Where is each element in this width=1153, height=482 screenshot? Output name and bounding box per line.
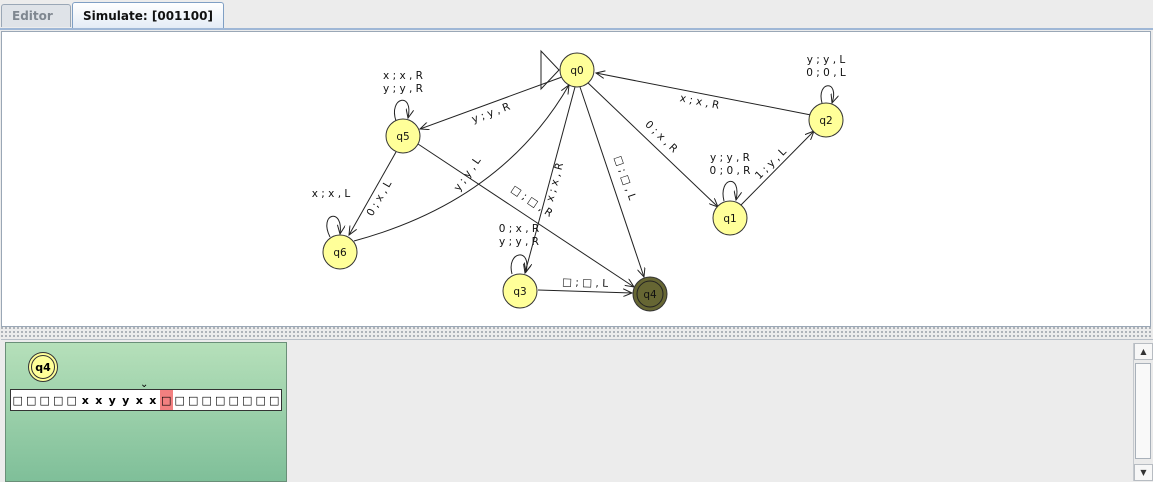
configuration-card[interactable]: q4 ⌄ □ □ □ □ □ x x y y x x □ □ □ □ □ □ □ □ □	[5, 342, 287, 482]
simulation-panel: q4 ⌄ □ □ □ □ □ x x y y x x □ □ □ □ □ □ □ □ □	[1, 339, 1153, 482]
state-q3-label: q3	[513, 286, 526, 298]
tape-cell: x	[81, 393, 89, 407]
loop-q2[interactable]	[820, 85, 834, 103]
state-q0[interactable]	[559, 52, 595, 88]
label-q6-loop: x ; x , L	[312, 188, 351, 200]
label-q5-loop-2: y ; y , R	[383, 83, 423, 95]
tape-cell: □	[242, 393, 253, 407]
state-q6-label: q6	[333, 247, 347, 259]
label-q2-loop-1: y ; y , L	[807, 54, 846, 66]
tape-cell: x	[95, 393, 103, 407]
tab-simulate[interactable]: Simulate: [001100]	[72, 2, 224, 28]
state-q0-label: q0	[570, 65, 583, 77]
edge-q0-q1[interactable]	[585, 80, 718, 207]
state-q6[interactable]	[322, 234, 358, 270]
label-q0-q4: □ ; □ , L	[612, 154, 638, 201]
label-q3-q4: □ ; □ , L	[562, 276, 608, 290]
tape-cell: □	[39, 393, 50, 407]
tape-cell: □	[269, 393, 280, 407]
label-q0-q3: x ; x , R	[544, 161, 566, 203]
label-q0-q5: y ; y , R	[470, 101, 512, 126]
loop-q6[interactable]	[326, 215, 341, 238]
tape-cell: □	[174, 393, 185, 407]
edge-q5-q4[interactable]	[417, 143, 634, 287]
state-q2[interactable]	[808, 102, 844, 138]
label-q3-loop-1: 0 ; x , R	[499, 223, 539, 235]
loop-q3[interactable]	[510, 254, 527, 275]
edge-q2-q0[interactable]	[596, 73, 812, 116]
state-q4-label: q4	[643, 289, 657, 301]
edge-q0-q4[interactable]	[579, 86, 644, 277]
state-q4[interactable]	[632, 276, 668, 312]
tape-cell: x	[149, 393, 157, 407]
label-q5-loop-1: x ; x , R	[383, 70, 423, 82]
scroll-down-icon[interactable]: ▼	[1134, 464, 1153, 481]
tab-editor[interactable]: Editor	[1, 4, 71, 27]
state-q5-label: q5	[396, 131, 409, 143]
diagram-canvas[interactable]: x ; x , R y ; y , R y ; y , L 0 ; 0 , L …	[1, 31, 1151, 327]
tab-bar: Editor Simulate: [001100]	[0, 0, 1153, 30]
edge-q5-q6[interactable]	[349, 151, 397, 235]
vertical-scrollbar[interactable]: ▲ ▼	[1133, 343, 1153, 481]
label-q2-loop-2: 0 ; 0 , L	[806, 67, 846, 79]
label-q1-q2: 1 ; y , L	[753, 146, 789, 182]
edge-q0-q3[interactable]	[525, 86, 576, 273]
tape-head-icon: ⌄	[140, 379, 149, 390]
edge-q6-q0[interactable]	[353, 85, 569, 242]
state-q1-label: q1	[723, 213, 736, 225]
current-state-final-icon: q4	[28, 352, 58, 382]
tape-cell: □	[188, 393, 199, 407]
tape-cell: y	[122, 393, 130, 407]
current-state-label: q4	[31, 355, 55, 379]
tape-cell: □	[26, 393, 37, 407]
state-q1[interactable]	[712, 200, 748, 236]
tape-cell: □	[53, 393, 64, 407]
scroll-track[interactable]	[1134, 360, 1153, 464]
loop-q1[interactable]	[722, 180, 737, 201]
label-q1-loop-1: y ; y , R	[710, 152, 750, 164]
label-q1-loop-2: 0 ; 0 , R	[710, 165, 751, 177]
tape-cell: □	[66, 393, 77, 407]
state-q2-label: q2	[819, 115, 832, 127]
label-q3-loop-2: y ; y , R	[499, 236, 539, 248]
edge-q1-q2[interactable]	[739, 131, 814, 207]
edge-q3-q4[interactable]	[537, 290, 632, 293]
scroll-up-icon[interactable]: ▲	[1134, 343, 1153, 360]
loop-q5[interactable]	[394, 99, 408, 122]
tape-cell-head: □	[159, 390, 173, 410]
state-q3[interactable]	[502, 273, 538, 309]
tape: □ □ □ □ □ x x y y x x □ □ □ □ □ □ □ □ □	[10, 389, 282, 411]
tape-cell: □	[215, 393, 226, 407]
state-q4-final-ring	[636, 280, 664, 308]
label-q2-q0: x ; x , R	[679, 92, 721, 111]
initial-state-marker	[540, 49, 560, 91]
label-q6-q0: y ; y , L	[452, 155, 484, 194]
label-q0-q1: 0 ; x , R	[642, 118, 679, 155]
state-diagram: x ; x , R y ; y , R y ; y , L 0 ; 0 , L …	[312, 49, 846, 312]
tape-cell: □	[228, 393, 239, 407]
tape-cell: □	[12, 393, 23, 407]
tape-cell: y	[108, 393, 116, 407]
label-q5-q6: 0 ; x , L	[364, 179, 394, 219]
tape-cell: □	[201, 393, 212, 407]
tape-cell: □	[255, 393, 266, 407]
tab-underline	[0, 28, 1153, 30]
state-q5[interactable]	[385, 118, 421, 154]
split-pane-divider[interactable]	[0, 327, 1153, 339]
edge-q0-q5[interactable]	[420, 76, 563, 129]
scroll-thumb[interactable]	[1135, 363, 1151, 459]
tape-cell: x	[135, 393, 143, 407]
